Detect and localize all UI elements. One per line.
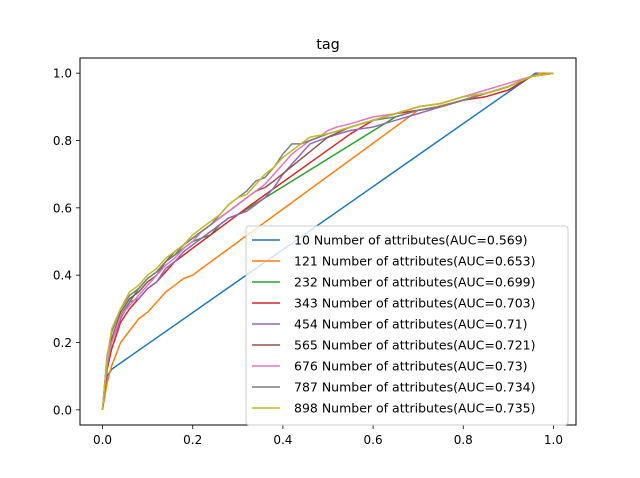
legend-label-3: 343 Number of attributes(AUC=0.703) xyxy=(294,296,536,311)
legend-label-0: 10 Number of attributes(AUC=0.569) xyxy=(294,233,528,248)
x-tick-label: 0.4 xyxy=(273,433,292,447)
y-tick-label: 1.0 xyxy=(53,67,72,81)
series-line-4 xyxy=(101,72,554,410)
x-tick-label: 0.0 xyxy=(93,433,112,447)
y-tick-label: 0.4 xyxy=(53,269,72,283)
y-tick-label: 0.6 xyxy=(53,201,72,215)
legend-box xyxy=(245,225,569,426)
series-lines xyxy=(101,72,554,410)
legend-label-7: 787 Number of attributes(AUC=0.734) xyxy=(294,380,536,395)
x-tick-label: 0.8 xyxy=(454,433,473,447)
y-tick-label: 0.2 xyxy=(53,336,72,350)
series-line-7 xyxy=(101,72,554,410)
legend-label-5: 565 Number of attributes(AUC=0.721) xyxy=(294,338,536,353)
y-tick-label: 0.0 xyxy=(53,403,72,417)
x-tick-label: 1.0 xyxy=(544,433,563,447)
legend-label-4: 454 Number of attributes(AUC=0.71) xyxy=(294,317,528,332)
legend-label-1: 121 Number of attributes(AUC=0.653) xyxy=(294,254,536,269)
x-axis: 0.0 0.2 0.4 0.6 0.8 1.0 xyxy=(93,425,563,447)
y-tick-label: 0.8 xyxy=(53,134,72,148)
x-tick-label: 0.6 xyxy=(364,433,383,447)
legend: 10 Number of attributes(AUC=0.569) 121 Nu… xyxy=(245,225,569,426)
legend-label-8: 898 Number of attributes(AUC=0.735) xyxy=(294,401,536,416)
legend-label-2: 232 Number of attributes(AUC=0.699) xyxy=(294,275,536,290)
legend-label-6: 676 Number of attributes(AUC=0.73) xyxy=(294,359,528,374)
chart-title: tag xyxy=(316,37,340,53)
series-line-8 xyxy=(101,72,554,410)
x-tick-label: 0.2 xyxy=(183,433,202,447)
y-axis: 0.0 0.2 0.4 0.6 0.8 1.0 xyxy=(53,67,80,417)
